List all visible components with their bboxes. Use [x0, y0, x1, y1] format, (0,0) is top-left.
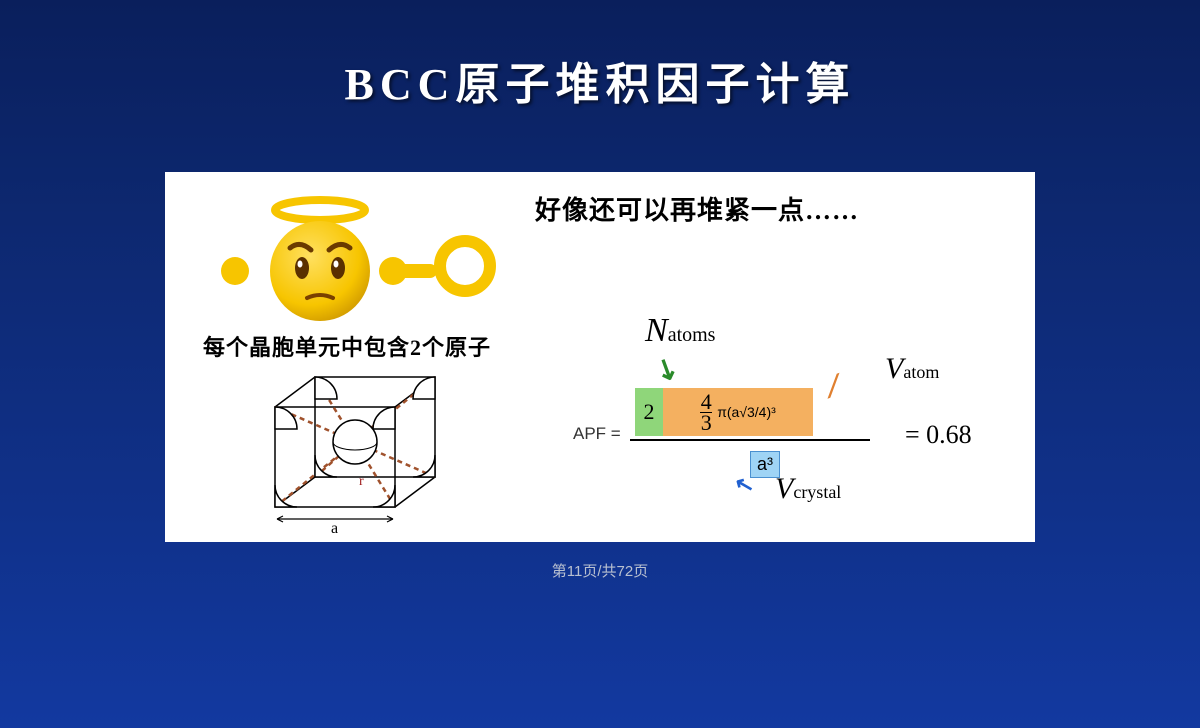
svg-text:a: a [331, 520, 338, 537]
apf-fraction: 2 4 3 π(a√3/4)³ a³ [635, 387, 895, 478]
page-indicator: 第11页/共72页 [0, 560, 1200, 581]
bcc-cube-diagram: a r [255, 367, 465, 542]
slide-title: BCC原子堆积因子计算 [0, 48, 1200, 112]
atoms-per-cell-text: 每个晶胞单元中包含2个原子 [203, 330, 491, 362]
emoji-icon [215, 196, 515, 331]
v-atom-expression: 4 3 π(a√3/4)³ [663, 388, 813, 436]
n-atoms-symbol: Natoms [645, 312, 715, 350]
svg-text:r: r [359, 474, 364, 489]
content-panel: 好像还可以再堆紧一点…… [165, 172, 1035, 542]
v-crystal-symbol: Vcrystal [775, 472, 841, 506]
quote-text: 好像还可以再堆紧一点…… [535, 190, 859, 227]
n-atoms-value: 2 [635, 388, 663, 436]
apf-equals-label: APF = [573, 424, 621, 444]
v-atom-symbol: Vatom [885, 352, 939, 386]
apf-result: = 0.68 [905, 420, 972, 450]
arrow-green-icon: ↘ [649, 349, 685, 390]
